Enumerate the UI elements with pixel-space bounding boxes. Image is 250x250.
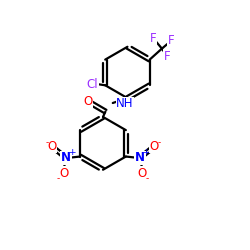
Text: -: -	[146, 174, 149, 183]
Text: N: N	[61, 151, 71, 164]
Text: O: O	[59, 167, 68, 180]
Text: -: -	[158, 138, 161, 147]
Text: +: +	[68, 148, 75, 157]
Text: O: O	[47, 140, 56, 152]
Text: -: -	[57, 174, 60, 183]
Text: +: +	[142, 148, 149, 157]
Text: F: F	[164, 50, 170, 63]
Text: O: O	[138, 167, 147, 180]
Text: Cl: Cl	[87, 78, 98, 90]
Text: N: N	[135, 151, 145, 164]
Text: F: F	[150, 32, 157, 45]
Text: -: -	[46, 138, 49, 147]
Text: O: O	[150, 140, 159, 152]
Text: O: O	[83, 94, 92, 108]
Text: NH: NH	[116, 97, 134, 110]
Text: F: F	[168, 34, 174, 47]
